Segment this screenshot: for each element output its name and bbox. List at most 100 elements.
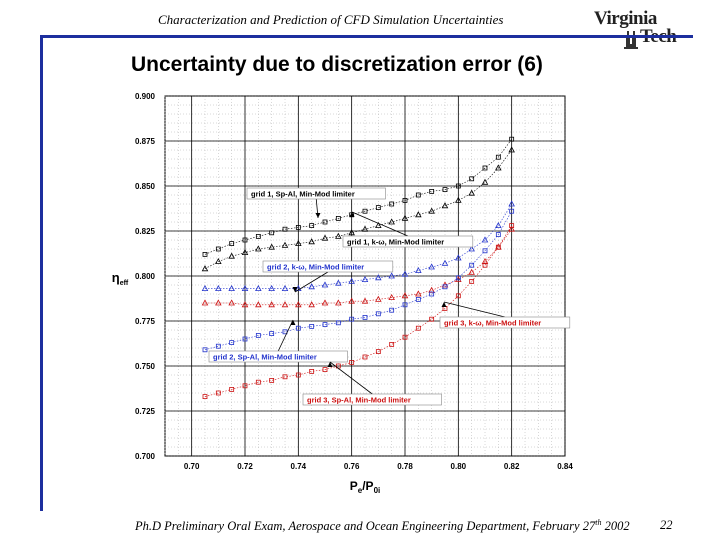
x-tick-label: 0.74 [291, 462, 307, 471]
data-point [281, 301, 289, 308]
data-point [202, 251, 208, 257]
annotation-label: grid 3, Sp-Al, Min-Mod limiter [307, 396, 411, 405]
y-tick-label: 0.900 [135, 92, 156, 101]
data-point [481, 178, 489, 185]
annotation-leader [351, 211, 409, 237]
x-tick-label: 0.82 [504, 462, 520, 471]
data-point [349, 316, 355, 322]
data-point [229, 386, 235, 392]
annotation-arrowhead [290, 320, 296, 325]
data-point [482, 262, 488, 268]
data-point [269, 377, 275, 383]
data-point [268, 243, 275, 250]
series-5 [202, 223, 515, 400]
annotation-label: grid 1, Sp-Al, Min-Mod limiter [251, 190, 355, 199]
data-point [401, 292, 409, 299]
data-point [455, 254, 462, 261]
annotation-arrowhead [349, 212, 355, 217]
data-point [428, 263, 435, 270]
data-point [335, 232, 342, 239]
data-point [268, 301, 275, 308]
y-tick-label: 0.875 [135, 137, 156, 146]
y-axis-label: ηeff [112, 270, 129, 287]
x-tick-label: 0.76 [344, 462, 360, 471]
x-tick-label: 0.84 [557, 462, 573, 471]
data-point [509, 136, 515, 142]
data-point [322, 219, 328, 225]
data-point [429, 188, 435, 194]
y-tick-label: 0.725 [135, 407, 156, 416]
annotation-0: grid 1, Sp-Al, Min-Mod limiter [246, 187, 386, 219]
data-point [495, 154, 501, 160]
series-1 [201, 146, 515, 272]
data-point [295, 224, 301, 230]
data-point [362, 314, 368, 320]
footer-text: Ph.D Preliminary Oral Exam, Aerospace an… [135, 518, 630, 534]
data-point [269, 230, 275, 236]
footer-year: 2002 [601, 519, 630, 534]
data-point [229, 241, 235, 247]
annotation-label: grid 2, k-ω, Min-Mod limiter [267, 263, 364, 272]
logo-text-top: Virginia [594, 8, 657, 29]
data-point [415, 266, 422, 274]
data-point [202, 394, 208, 400]
data-point [468, 268, 475, 275]
x-tick-label: 0.80 [451, 462, 467, 471]
data-point [455, 183, 461, 189]
tower-icon [624, 31, 638, 49]
accent-rule-vertical [40, 35, 43, 511]
data-point [335, 279, 342, 286]
annotation-arrowhead [327, 362, 333, 367]
data-point [481, 236, 489, 243]
annotation-leader [294, 271, 329, 293]
annotation-box [262, 260, 394, 273]
annotation-5: grid 3, Sp-Al, Min-Mod limiter [302, 361, 442, 406]
data-point [202, 347, 208, 353]
annotation-4: grid 2, Sp-Al, Min-Mod limiter [208, 319, 348, 363]
data-point [321, 281, 329, 288]
annotation-leader [329, 361, 373, 395]
data-point [401, 214, 409, 221]
data-point [508, 146, 515, 153]
data-point [215, 299, 222, 306]
data-point [215, 284, 222, 292]
data-point [308, 301, 315, 308]
annotation-label: grid 2, Sp-Al, Min-Mod limiter [213, 353, 317, 362]
annotation-box [302, 393, 442, 406]
data-point [428, 207, 435, 214]
data-point [335, 320, 341, 326]
annotation-3: grid 3, k-ω, Min-Mod limiter [439, 301, 571, 329]
data-point [242, 237, 248, 243]
y-tick-label: 0.750 [135, 362, 156, 371]
data-point [255, 301, 262, 308]
data-point [309, 323, 315, 329]
annotation-arrowhead [441, 302, 447, 307]
data-point [415, 192, 421, 198]
annotation-2: grid 2, k-ω, Min-Mod limiter [262, 260, 394, 293]
annotation-arrowhead [315, 213, 321, 218]
data-point [308, 283, 315, 290]
data-point [241, 301, 249, 308]
data-point [402, 302, 408, 308]
data-point [388, 218, 395, 225]
data-point [321, 299, 329, 306]
data-point [269, 331, 275, 337]
data-point [201, 284, 209, 292]
data-point [375, 221, 382, 229]
data-point [309, 223, 315, 229]
annotation-box [208, 350, 348, 363]
data-point [429, 291, 435, 297]
x-tick-label: 0.70 [184, 462, 200, 471]
data-point [468, 245, 475, 252]
data-point [495, 244, 501, 250]
data-point [229, 340, 235, 346]
data-point [361, 275, 369, 283]
data-point [469, 176, 475, 182]
series-line [204, 211, 512, 351]
data-point [468, 189, 475, 196]
data-point [388, 272, 395, 279]
y-tick-label: 0.700 [135, 452, 156, 461]
data-point [362, 208, 368, 214]
data-point [228, 284, 235, 292]
data-point [415, 290, 422, 297]
